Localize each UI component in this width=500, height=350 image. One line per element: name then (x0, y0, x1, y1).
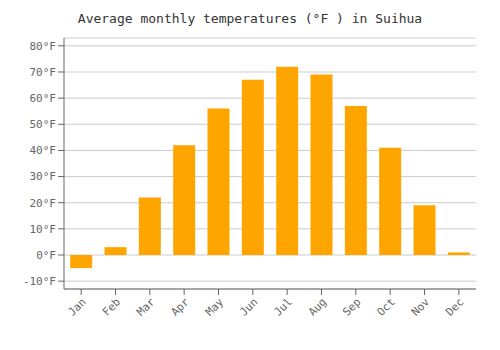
svg-text:80°F: 80°F (30, 40, 57, 53)
svg-text:May: May (203, 295, 227, 319)
svg-text:10°F: 10°F (30, 223, 57, 236)
svg-text:70°F: 70°F (30, 66, 57, 79)
svg-text:Jun: Jun (237, 295, 260, 318)
svg-text:Mar: Mar (134, 295, 158, 319)
svg-text:50°F: 50°F (30, 118, 57, 131)
svg-text:Jan: Jan (66, 295, 89, 318)
svg-text:-10°F: -10°F (23, 275, 56, 288)
svg-text:20°F: 20°F (30, 197, 57, 210)
svg-text:Jul: Jul (272, 295, 295, 318)
svg-text:60°F: 60°F (30, 92, 57, 105)
svg-text:0°F: 0°F (36, 249, 56, 262)
svg-text:Oct: Oct (375, 295, 398, 318)
svg-text:40°F: 40°F (30, 144, 57, 157)
svg-text:Apr: Apr (169, 295, 193, 319)
html-text:Average monthly temperatures (: Average monthly temperatures (°F ) in Su… (77, 11, 423, 26)
svg-text:Sep: Sep (340, 295, 363, 318)
svg-text:30°F: 30°F (30, 170, 57, 183)
svg-text:Feb: Feb (100, 295, 123, 318)
svg-text:Dec: Dec (443, 295, 466, 318)
svg-text:Aug: Aug (306, 295, 329, 318)
svg-text:Nov: Nov (409, 295, 433, 319)
